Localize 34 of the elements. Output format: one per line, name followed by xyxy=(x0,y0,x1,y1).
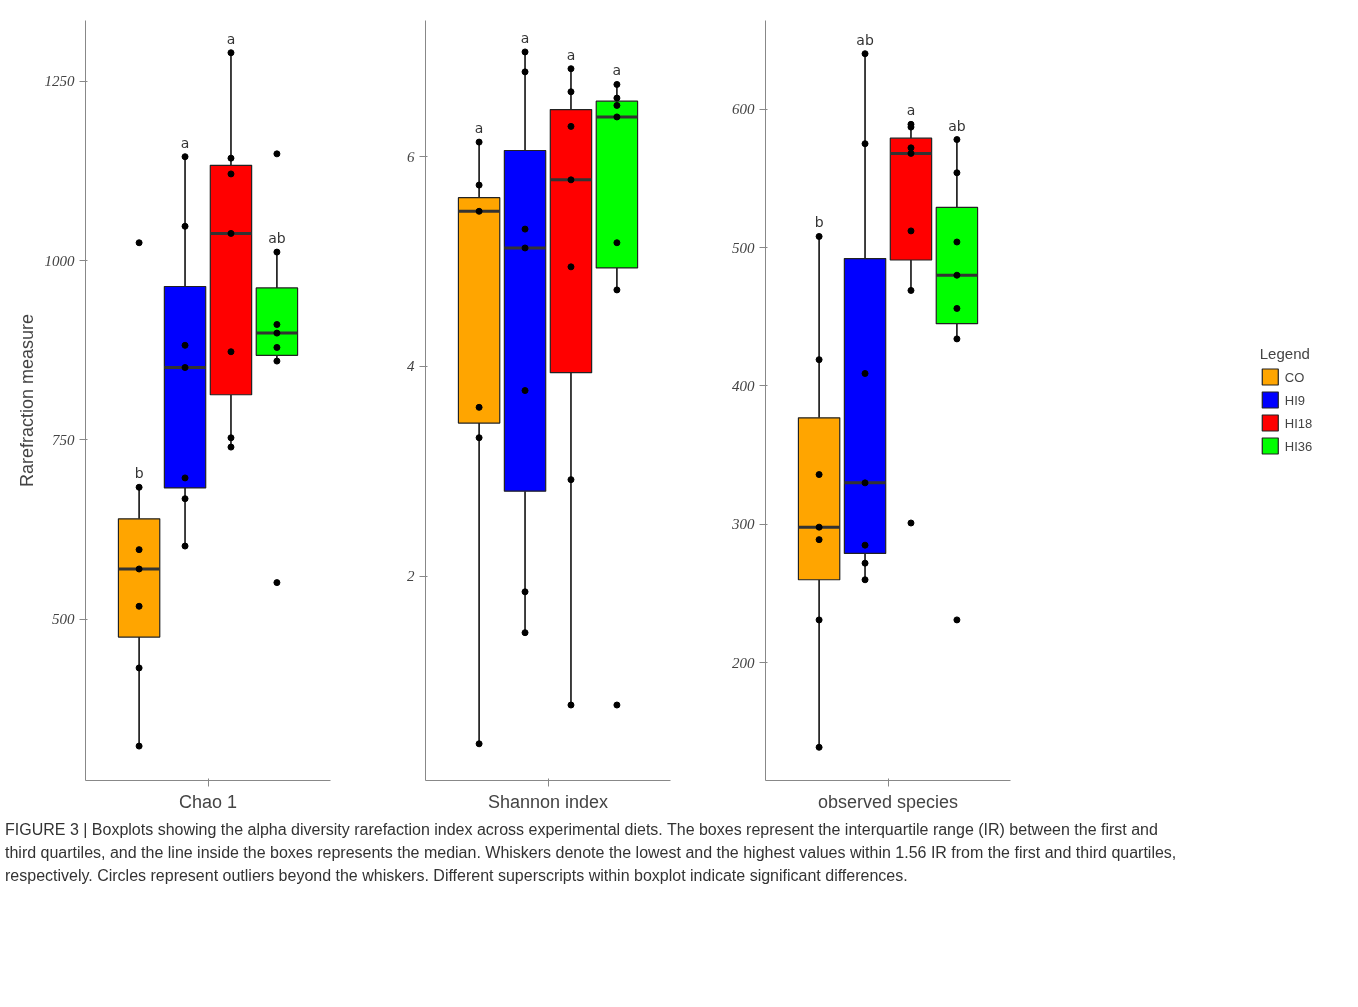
annotation: ab xyxy=(856,31,874,48)
y-tick-label: 300 xyxy=(731,516,755,533)
annotation: ab xyxy=(268,230,286,247)
legend-label: HI18 xyxy=(1284,415,1313,430)
annotation: ab xyxy=(948,117,966,134)
y-tick-label: 2 xyxy=(407,568,415,585)
y-tick-label: 500 xyxy=(52,611,75,628)
caption: FIGURE 3 | Boxplots showing the alpha diversity rarefaction index across experimental diets. The boxes represent the interquartile range (IR) between the first and third quartiles, and the line inside the boxes represents the median. Whiskers denote the lowest and the highest values within 1.56 IR from the first and third quartiles, respectively. Circles represent outliers beyond the whiskers. Different superscripts within boxplot indicate significant differences. xyxy=(5,820,1178,886)
y-tick-label: 200 xyxy=(732,654,755,671)
y-axis-title: Rarefraction measure xyxy=(16,313,37,488)
legend-title: Legend xyxy=(1259,344,1311,362)
x-axis-title: observed species xyxy=(817,791,959,812)
annotation: a xyxy=(474,120,484,137)
annotation: b xyxy=(134,465,144,482)
annotation: a xyxy=(612,62,622,79)
y-tick-label: 750 xyxy=(52,431,75,448)
x-axis-title: Shannon index xyxy=(487,791,609,812)
y-tick-label: 4 xyxy=(407,358,415,375)
legend-label: HI36 xyxy=(1284,438,1313,453)
annotation: a xyxy=(180,134,190,151)
annotation: b xyxy=(814,214,824,231)
legend-label: HI9 xyxy=(1284,392,1305,407)
annotation: a xyxy=(566,46,576,63)
annotation: a xyxy=(520,29,530,46)
annotation: a xyxy=(906,102,916,119)
y-tick-label: 1250 xyxy=(44,73,75,90)
x-axis-title: Chao 1 xyxy=(178,791,238,812)
y-tick-label: 1000 xyxy=(44,252,75,269)
y-tick-label: 600 xyxy=(732,101,755,118)
y-tick-label: 500 xyxy=(732,239,755,256)
y-tick-label: 6 xyxy=(407,148,415,165)
legend-label: CO xyxy=(1284,369,1305,384)
annotation: a xyxy=(226,30,236,47)
y-tick-label: 400 xyxy=(732,377,755,394)
